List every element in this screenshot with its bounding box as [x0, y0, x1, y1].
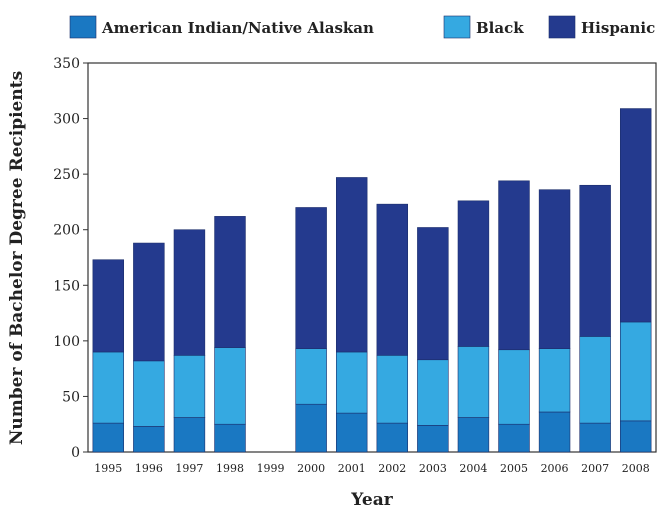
bar-segment	[538, 348, 571, 413]
bar-segment	[579, 422, 611, 453]
bar-segment	[417, 425, 449, 453]
y-tick-label: 50	[62, 389, 80, 405]
legend-label: Black	[476, 19, 524, 37]
y-axis: 0 50 100 150 200 250 300 350	[53, 56, 88, 461]
bar-segment	[538, 189, 571, 349]
bar-segment	[417, 227, 449, 361]
bar-segment	[376, 422, 409, 453]
plot-area-frame	[87, 62, 657, 453]
x-tick-label: 2002	[378, 462, 406, 475]
bar-segment	[538, 411, 571, 453]
bar-segment	[619, 108, 652, 323]
bar-segment	[133, 426, 165, 453]
x-tick-label: 2001	[338, 462, 366, 475]
bar-segment	[417, 359, 449, 426]
y-axis-title: Number of Bachelor Degree Recipients	[7, 71, 27, 445]
x-tick-label: 2007	[581, 462, 609, 475]
bar-segment	[214, 347, 246, 425]
bar-segment	[457, 346, 490, 418]
bar-segment	[619, 321, 652, 422]
bar-segment	[335, 351, 368, 414]
bars	[92, 108, 652, 453]
bar-segment	[133, 242, 165, 362]
bar-segment	[335, 177, 368, 353]
bar-segment	[92, 351, 125, 424]
x-tick-label: 1995	[94, 462, 122, 475]
x-tick-label: 2008	[622, 462, 650, 475]
y-tick-label: 250	[53, 167, 80, 183]
y-tick-label: 150	[53, 278, 80, 294]
bar-segment	[579, 336, 611, 424]
x-axis-title: Year	[350, 490, 393, 510]
bar-segment	[457, 417, 490, 453]
x-tick-label: 1997	[175, 462, 203, 475]
y-tick-label: 200	[53, 223, 80, 239]
bar-segment	[498, 180, 530, 351]
legend-label: American Indian/Native Alaskan	[101, 19, 374, 37]
bar-segment	[295, 207, 327, 349]
x-tick-label: 1998	[216, 462, 244, 475]
bar-segment	[335, 412, 368, 453]
bar-segment	[214, 216, 246, 348]
bar-segment	[173, 229, 206, 356]
x-tick-label: 2000	[297, 462, 325, 475]
bar-segment	[295, 403, 327, 453]
bar-segment	[619, 420, 652, 453]
x-tick-label: 2005	[500, 462, 528, 475]
legend-swatch	[69, 15, 97, 39]
x-tick-label: 1996	[135, 462, 163, 475]
legend: American Indian/Native Alaskan Black Hispa…	[69, 15, 655, 39]
bar-segment	[92, 259, 125, 353]
bar-segment	[457, 200, 490, 347]
bar-segment	[173, 355, 206, 418]
y-tick-label: 300	[53, 112, 80, 128]
x-axis: 1995 1996 1997 1998 1999 2000 2001 2002 2003 2004…	[94, 462, 649, 475]
legend-swatch	[443, 15, 471, 39]
bar-segment	[133, 360, 165, 427]
bar-segment	[295, 348, 327, 405]
bar-segment	[579, 184, 611, 337]
bar-segment	[498, 349, 530, 425]
x-tick-label: 2003	[419, 462, 447, 475]
bar-segment	[376, 203, 409, 356]
y-tick-label: 350	[53, 56, 80, 72]
legend-swatch	[548, 15, 576, 39]
legend-label: Hispanic	[581, 19, 655, 37]
bar-segment	[498, 423, 530, 453]
bar-segment	[92, 422, 125, 453]
y-tick-label: 0	[71, 445, 80, 461]
bar-segment	[173, 417, 206, 453]
x-tick-label: 1999	[257, 462, 285, 475]
bar-segment	[376, 355, 409, 424]
bar-segment	[214, 423, 246, 453]
y-tick-label: 100	[53, 334, 80, 350]
x-tick-label: 2006	[541, 462, 569, 475]
x-tick-label: 2004	[459, 462, 487, 475]
